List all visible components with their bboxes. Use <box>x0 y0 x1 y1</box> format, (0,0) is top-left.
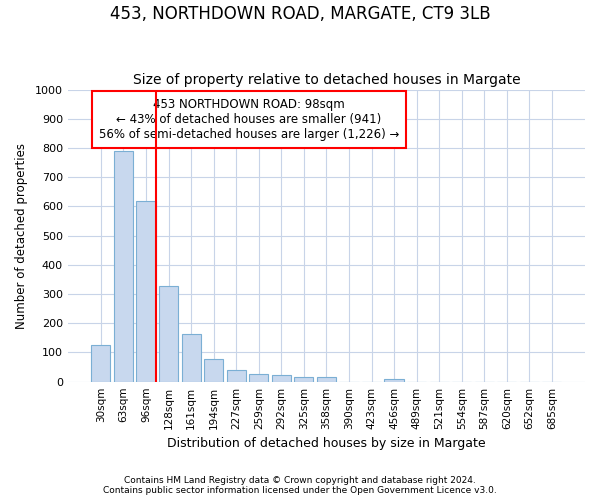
Text: 453 NORTHDOWN ROAD: 98sqm
← 43% of detached houses are smaller (941)
56% of semi: 453 NORTHDOWN ROAD: 98sqm ← 43% of detac… <box>98 98 399 142</box>
Bar <box>91 345 110 382</box>
Title: Size of property relative to detached houses in Margate: Size of property relative to detached ho… <box>133 73 520 87</box>
Bar <box>294 378 313 382</box>
Bar <box>159 286 178 382</box>
Bar <box>182 334 200 382</box>
Bar <box>272 376 291 382</box>
X-axis label: Distribution of detached houses by size in Margate: Distribution of detached houses by size … <box>167 437 486 450</box>
Bar <box>385 380 404 382</box>
Y-axis label: Number of detached properties: Number of detached properties <box>15 142 28 328</box>
Text: Contains HM Land Registry data © Crown copyright and database right 2024.
Contai: Contains HM Land Registry data © Crown c… <box>103 476 497 495</box>
Bar <box>317 378 336 382</box>
Bar <box>136 200 155 382</box>
Bar <box>227 370 246 382</box>
Text: 453, NORTHDOWN ROAD, MARGATE, CT9 3LB: 453, NORTHDOWN ROAD, MARGATE, CT9 3LB <box>110 5 490 23</box>
Bar <box>114 151 133 382</box>
Bar <box>204 359 223 382</box>
Bar <box>249 374 268 382</box>
